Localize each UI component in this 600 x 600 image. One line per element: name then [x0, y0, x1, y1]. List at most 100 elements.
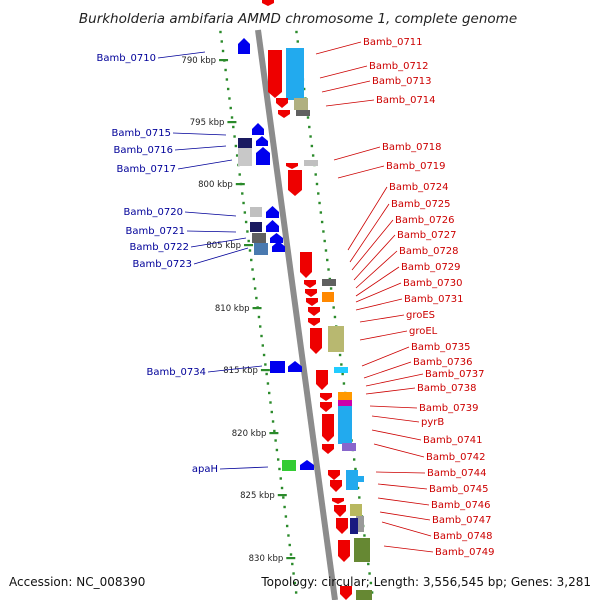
forward-gene-arrow — [238, 38, 250, 54]
gene-label-right[interactable]: Bamb_0736 — [413, 357, 473, 368]
track-dot-left — [247, 239, 250, 243]
gene-label-right[interactable]: Bamb_0742 — [426, 452, 486, 463]
gene-label-right[interactable]: Bamb_0730 — [403, 278, 463, 289]
gene-label-right[interactable]: Bamb_0713 — [372, 76, 432, 87]
gene-label-right[interactable]: Bamb_0728 — [399, 246, 459, 257]
gene-label-right[interactable]: Bamb_0724 — [389, 182, 449, 193]
map-title: Burkholderia ambifaria AMMD chromosome 1… — [79, 11, 517, 27]
tick-label: 820 kbp — [232, 429, 267, 439]
gene-label-right[interactable]: pyrB — [421, 417, 444, 428]
leader-line — [351, 219, 394, 271]
track-dot-right — [367, 562, 370, 566]
gene-label-right[interactable]: Bamb_0711 — [363, 37, 423, 48]
track-dot-right — [309, 135, 312, 138]
gene-label-right[interactable]: Bamb_0735 — [411, 342, 471, 353]
gene-label-right[interactable]: Bamb_0726 — [395, 215, 455, 226]
leader-line — [177, 159, 233, 170]
gene-label-right[interactable]: Bamb_0744 — [427, 468, 487, 479]
gene-label-right[interactable]: Bamb_0718 — [382, 142, 442, 153]
gene-label-left[interactable]: Bamb_0723 — [132, 259, 192, 270]
reverse-gene-arrow — [322, 414, 334, 442]
gene-label-right[interactable]: Bamb_0737 — [425, 369, 485, 380]
gene-label-right[interactable]: Bamb_0731 — [404, 294, 464, 305]
track-dot-left — [275, 448, 279, 452]
gene-label-right[interactable]: Bamb_0745 — [429, 484, 489, 495]
tick-mark — [235, 183, 245, 186]
leader-line — [337, 165, 385, 179]
leader-line — [193, 247, 249, 265]
tick-label: 830 kbp — [249, 554, 284, 564]
gene-label-right[interactable]: groES — [406, 310, 435, 321]
gene-label-right[interactable]: Bamb_0714 — [376, 95, 436, 106]
gene-label-right[interactable]: Bamb_0749 — [435, 547, 495, 558]
tick-label: 825 kbp — [240, 491, 275, 501]
track-dot-left — [224, 68, 227, 72]
gene-block — [294, 98, 308, 110]
gene-label-right[interactable]: groEL — [409, 326, 438, 337]
leader-line — [319, 65, 368, 79]
track-dot-left — [233, 135, 236, 138]
gene-label-right[interactable]: Bamb_0739 — [419, 403, 479, 414]
gene-label-left[interactable]: Bamb_0715 — [111, 128, 171, 139]
gene-label-left[interactable]: Bamb_0716 — [113, 145, 173, 156]
reverse-gene-arrow — [300, 252, 312, 278]
track-dot-left — [243, 211, 247, 214]
topology-text: Topology: circular; Length: 3,556,545 bp… — [260, 575, 591, 589]
track-dot-right — [302, 87, 306, 91]
tick-label: 790 kbp — [181, 56, 216, 66]
gene-label-right[interactable]: Bamb_0719 — [386, 161, 446, 172]
gene-label-right[interactable]: Bamb_0748 — [433, 531, 493, 542]
track-dot-right — [317, 192, 320, 195]
chromosome-backbone — [255, 29, 338, 600]
gene-label-left[interactable]: Bamb_0721 — [125, 226, 185, 237]
gene-label-left[interactable]: Bamb_0722 — [129, 242, 189, 253]
gene-block — [346, 470, 358, 490]
gene-label-right[interactable]: Bamb_0725 — [391, 199, 451, 210]
track-dot-right — [340, 363, 343, 366]
gene-label-left[interactable]: Bamb_0720 — [123, 207, 183, 218]
gene-label-right[interactable]: Bamb_0746 — [431, 500, 491, 511]
leader-line — [172, 132, 227, 136]
track-dot-left — [246, 230, 249, 233]
track-dot-left — [259, 325, 262, 328]
leader-line — [377, 483, 428, 490]
gene-block — [358, 476, 364, 482]
leader-line — [184, 211, 237, 217]
leader-line — [333, 146, 381, 161]
reverse-gene-arrow — [316, 370, 328, 390]
tick-mark — [286, 557, 296, 560]
gene-label-left[interactable]: apaH — [192, 464, 218, 475]
gene-block — [338, 400, 352, 406]
track-dot-right — [296, 40, 299, 43]
track-dot-left — [270, 410, 273, 414]
leader-line — [373, 443, 425, 458]
tick-mark — [219, 59, 229, 62]
track-dot-left — [241, 192, 244, 195]
reverse-gene-arrow — [320, 393, 332, 401]
track-dot-left — [271, 420, 275, 423]
track-dot-left — [232, 125, 235, 129]
gene-label-right[interactable]: Bamb_0741 — [423, 435, 483, 446]
track-dot-right — [320, 220, 324, 224]
gene-label-left[interactable]: Bamb_0717 — [116, 164, 176, 175]
gene-label-right[interactable]: Bamb_0738 — [417, 383, 477, 394]
leader-line — [371, 415, 420, 423]
leader-line — [355, 250, 398, 289]
track-dot-right — [323, 239, 326, 243]
track-dot-right — [318, 201, 321, 205]
track-dot-left — [251, 268, 254, 271]
track-dot-left — [278, 467, 281, 471]
gene-label-right[interactable]: Bamb_0729 — [401, 262, 461, 273]
gene-label-right[interactable]: Bamb_0747 — [432, 515, 492, 526]
leader-line — [375, 471, 426, 474]
gene-block — [322, 292, 334, 302]
track-dot-left — [260, 334, 263, 338]
gene-block — [254, 243, 268, 255]
gene-label-right[interactable]: Bamb_0727 — [397, 230, 457, 241]
track-dot-left — [274, 439, 277, 442]
gene-label-right[interactable]: Bamb_0712 — [369, 61, 429, 72]
reverse-gene-arrow — [330, 480, 342, 492]
gene-block — [282, 460, 296, 471]
gene-label-left[interactable]: Bamb_0734 — [146, 367, 206, 378]
gene-label-left[interactable]: Bamb_0710 — [96, 53, 156, 64]
